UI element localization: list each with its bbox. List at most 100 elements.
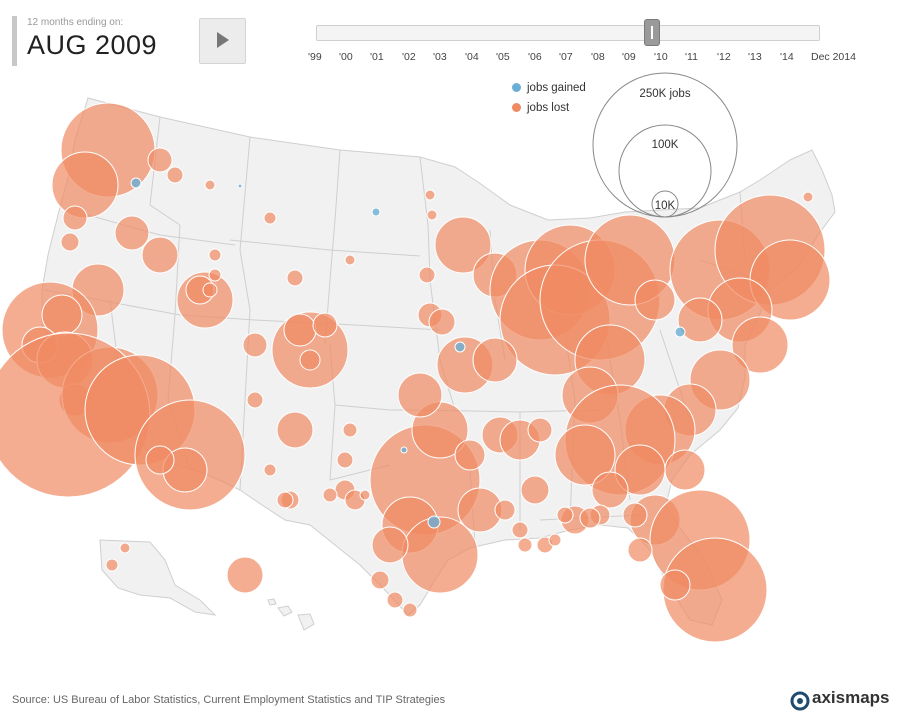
lost-dot-icon [512,103,521,112]
jobs-lost-bubble[interactable] [105,558,119,572]
jobs-lost-bubble[interactable] [322,487,338,503]
jobs-lost-bubble[interactable] [622,502,648,528]
size-legend-label-250k: 250K jobs [639,88,690,100]
jobs-lost-bubble[interactable] [286,269,304,287]
logo-text: axismaps [812,688,890,707]
legend-gained: jobs gained [512,79,586,99]
timeline-handle[interactable] [644,19,660,46]
jobs-lost-bubble[interactable] [263,463,277,477]
jobs-lost-bubble[interactable] [226,556,264,594]
jobs-lost-bubble[interactable] [62,205,88,231]
timeline-tick-label: '11 [685,51,698,63]
period-date: AUG 2009 [27,30,158,60]
jobs-lost-bubble[interactable] [371,526,409,564]
jobs-lost-bubble[interactable] [634,279,676,321]
jobs-lost-bubble[interactable] [119,542,131,554]
jobs-lost-bubble[interactable] [114,215,150,251]
jobs-lost-bubble[interactable] [511,521,529,539]
jobs-lost-bubble[interactable] [276,491,294,509]
jobs-lost-bubble[interactable] [454,439,486,471]
jobs-gained-bubble[interactable] [427,515,441,529]
jobs-lost-bubble[interactable] [386,591,404,609]
jobs-gained-bubble[interactable] [371,207,381,217]
timeline-tick-label: '05 [496,51,510,63]
jobs-lost-bubble[interactable] [520,475,550,505]
jobs-lost-bubble[interactable] [402,602,418,618]
size-legend-label-10k: 10K [655,200,676,212]
period-display: 12 months ending on: AUG 2009 [12,16,207,66]
bubble-layer [0,102,831,643]
jobs-lost-bubble[interactable] [494,499,516,521]
jobs-lost-bubble[interactable] [299,349,321,371]
jobs-gained-bubble[interactable] [237,183,243,189]
jobs-lost-bubble[interactable] [276,411,314,449]
jobs-lost-bubble[interactable] [397,372,443,418]
jobs-lost-bubble[interactable] [242,332,268,358]
jobs-lost-bubble[interactable] [418,266,436,284]
timeline-tick-label: '08 [591,51,605,63]
jobs-lost-bubble[interactable] [659,569,691,601]
jobs-lost-bubble[interactable] [677,297,723,343]
jobs-lost-bubble[interactable] [401,516,479,594]
jobs-lost-bubble[interactable] [517,537,533,553]
size-legend [592,72,738,218]
timeline-tick-label: '02 [402,51,416,63]
source-note: Source: US Bureau of Labor Statistics, C… [12,694,446,706]
jobs-lost-bubble[interactable] [556,506,574,524]
timeline-tick-label: '12 [717,51,731,63]
jobs-gained-bubble[interactable] [130,177,142,189]
jobs-lost-bubble[interactable] [312,312,338,338]
play-button[interactable] [199,18,246,64]
timeline-tick-label: Dec 2014 [811,51,856,63]
axismaps-logo-icon [790,691,810,711]
jobs-lost-bubble[interactable] [336,451,354,469]
jobs-lost-bubble[interactable] [554,424,616,486]
jobs-lost-bubble[interactable] [141,236,179,274]
period-caption: 12 months ending on: [27,17,124,28]
legend-lost: jobs lost [512,99,586,119]
jobs-lost-bubble[interactable] [428,308,456,336]
timeline-tick-label: '10 [654,51,668,63]
jobs-lost-bubble[interactable] [145,445,175,475]
timeline-tick-label: '14 [780,51,794,63]
jobs-lost-bubble[interactable] [472,337,518,383]
jobs-lost-bubble[interactable] [426,209,438,221]
jobs-lost-bubble[interactable] [283,313,317,347]
jobs-lost-bubble[interactable] [204,179,216,191]
jobs-gained-bubble[interactable] [400,446,408,454]
timeline-tick-label: '03 [433,51,447,63]
jobs-lost-bubble[interactable] [527,417,553,443]
jobs-lost-bubble[interactable] [579,507,601,529]
jobs-lost-bubble[interactable] [263,211,277,225]
jobs-lost-bubble[interactable] [208,268,222,282]
jobs-lost-bubble[interactable] [802,191,814,203]
jobs-lost-bubble[interactable] [627,537,653,563]
jobs-lost-bubble[interactable] [731,316,789,374]
jobs-lost-bubble[interactable] [202,282,218,298]
jobs-lost-bubble[interactable] [208,248,222,262]
timeline-slider[interactable]: '99 '00 '01 '02 '03 '04 '05 '06 '07 '08 '09 '10 '11 '… [308,19,856,85]
jobs-lost-bubble[interactable] [344,254,356,266]
jobs-lost-bubble[interactable] [548,533,562,547]
jobs-lost-bubble[interactable] [434,216,492,274]
jobs-lost-bubble[interactable] [342,422,358,438]
jobs-lost-bubble[interactable] [166,166,184,184]
timeline-tick-label: '01 [370,51,384,63]
timeline-track[interactable] [316,25,820,41]
jobs-lost-bubble[interactable] [147,147,173,173]
jobs-lost-bubble[interactable] [664,449,706,491]
jobs-lost-bubble[interactable] [246,391,264,409]
jobs-lost-bubble[interactable] [591,471,629,509]
timeline-tick-label: '00 [339,51,353,63]
size-legend-label-100k: 100K [652,139,679,151]
jobs-lost-bubble[interactable] [370,570,390,590]
jobs-gained-bubble[interactable] [674,326,686,338]
jobs-lost-bubble[interactable] [359,489,371,501]
jobs-lost-bubble[interactable] [424,189,436,201]
jobs-lost-bubble[interactable] [60,232,80,252]
jobs-gained-bubble[interactable] [454,341,466,353]
jobs-lost-bubble[interactable] [51,151,119,219]
legend-gained-label: jobs gained [527,82,586,94]
play-icon [217,32,229,48]
